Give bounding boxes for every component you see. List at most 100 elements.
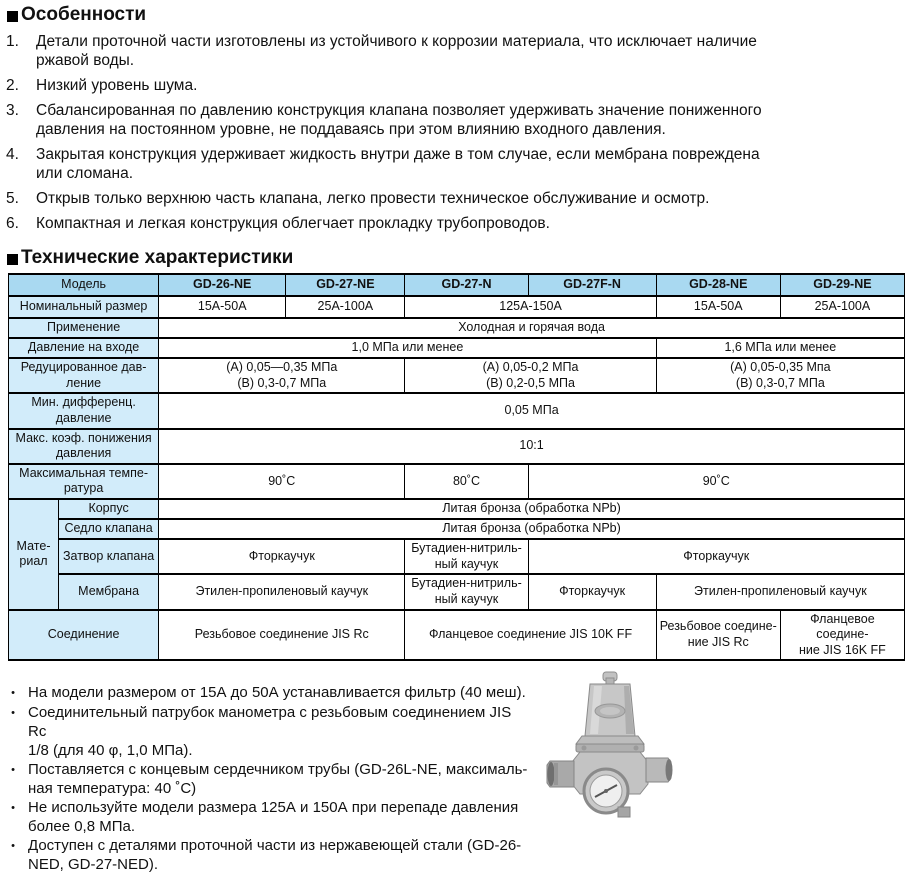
bullet-icon: • (11, 840, 15, 853)
cell-value: 25A-100A (285, 295, 406, 319)
cell-value: 1,6 МПа или менее (655, 337, 906, 359)
cell-value: Резьбовое соедине- ние JIS Rc (655, 608, 781, 662)
list-item-text: Закрытая конструкция удерживает жидкость… (36, 146, 760, 182)
table-row-min-differential: Мин. дифференц. давление 0,05 МПа (7, 392, 905, 430)
list-item: 2. Низкий уровень шума. (6, 76, 906, 95)
table-row-material-disc: Затвор клапана Фторкаучук Бутадиен-нитри… (9, 537, 906, 576)
row-label: Максимальная темпе- ратура (7, 462, 160, 501)
cell-value: Фланцевое соединение JIS 10K FF (404, 608, 657, 662)
row-label: Давление на входе (7, 337, 160, 359)
cell-value: 15A-50A (158, 295, 287, 319)
valve-bottom-plug (617, 806, 631, 818)
cell-value: 10:1 (158, 427, 905, 465)
list-item-number: 1. (6, 33, 19, 50)
row-label: Макс. коэф. понижения давления (7, 427, 160, 465)
cell-value: 125A-150A (404, 295, 657, 319)
row-label-model: Модель (7, 273, 160, 297)
note-text: Не используйте модели размера 125А и 150… (28, 799, 519, 836)
list-item: 6. Компактная и легкая конструкция облег… (6, 214, 906, 233)
model-name: GD-28-NE (655, 273, 781, 297)
row-label: Соединение (7, 608, 160, 662)
specs-section-heading: Технические характеристики (6, 247, 906, 269)
table-row-nominal-size: Номинальный размер 15A-50A 25A-100A 125A… (7, 295, 906, 319)
list-item-number: 4. (6, 146, 19, 163)
list-item: 4. Закрытая конструкция удерживает жидко… (6, 145, 906, 183)
table-row-inlet-pressure: Давление на входе 1,0 МПа или менее 1,6 … (7, 337, 906, 359)
features-list: 1. Детали проточной части изготовлены из… (6, 32, 906, 233)
cell-value: Бутадиен-нитриль- ный каучук (404, 573, 529, 611)
table-row-application: Применение Холодная и горячая вода (7, 317, 905, 339)
list-item-text: Низкий уровень шума. (36, 77, 198, 94)
features-section-heading: Особенности (6, 4, 906, 26)
row-label: Мин. дифференц. давление (7, 392, 160, 430)
cell-value: Холодная и горячая вода (158, 317, 905, 339)
bullet-icon: • (11, 764, 15, 777)
list-item-number: 2. (6, 77, 19, 94)
list-item-text: Сбалансированная по давлению конструкция… (36, 102, 762, 138)
cell-value: Этилен-пропиленовый каучук (158, 573, 406, 611)
table-row-material-diaphragm: Мембрана Этилен-пропиленовый каучук Бута… (9, 573, 906, 611)
valve-flange (575, 735, 645, 745)
row-label: Мембрана (58, 573, 160, 611)
note-item: • Не используйте модели размера 125А и 1… (6, 798, 531, 836)
table-row-header: Модель GD-26-NE GD-27-NE GD-27-N GD-27F-… (7, 273, 906, 297)
section-bullet-icon (7, 254, 18, 265)
table-row-material-seat: Седло клапана Литая бронза (обработка NP… (9, 518, 905, 540)
model-name: GD-27-N (404, 273, 529, 297)
cell-value: 90˚C (158, 462, 406, 501)
cell-value: 90˚C (527, 462, 906, 501)
cell-value: Фланцевое соедине- ние JIS 16K FF (779, 608, 906, 662)
pressure-reducing-valve-photo (546, 671, 676, 826)
cell-value: 15A-50A (655, 295, 781, 319)
row-label: Редуцированное дав- ление (7, 356, 160, 395)
model-name: GD-29-NE (779, 273, 906, 297)
features-title: Особенности (21, 4, 147, 25)
cell-value: 80˚C (404, 462, 529, 501)
note-text: Соединительный патрубок манометра с резь… (28, 704, 512, 760)
cell-value: (A) 0,05-0,2 МПа (B) 0,2-0,5 МПа (404, 356, 657, 395)
row-group-label-material: Мате- риал (7, 498, 60, 611)
table-row-connection: Соединение Резьбовое соединение JIS Rc Ф… (7, 608, 906, 662)
note-text: Доступен с деталями проточной части из н… (28, 837, 522, 874)
footer-notes-section: • На модели размером от 15А до 50А устан… (6, 671, 906, 874)
table-row-max-temperature: Максимальная темпе- ратура 90˚C 80˚C 90˚… (7, 462, 906, 501)
list-item-text: Открыв только верхнюю часть клапана, лег… (36, 190, 710, 207)
cell-value: 25A-100A (779, 295, 906, 319)
list-item-text: Детали проточной части изготовлены из ус… (36, 33, 757, 69)
list-item: 3. Сбалансированная по давлению конструк… (6, 101, 906, 139)
cell-value: (A) 0,05-0,35 Мпа (B) 0,3-0,7 МПа (655, 356, 906, 395)
model-name: GD-27F-N (527, 273, 657, 297)
table-row-reduced-pressure: Редуцированное дав- ление (A) 0,05—0,35 … (7, 356, 906, 395)
bullet-icon: • (11, 707, 15, 720)
cell-value: 1,0 МПа или менее (158, 337, 657, 359)
cell-value: Фторкаучук (527, 537, 906, 576)
list-item-number: 6. (6, 215, 19, 232)
bullet-icon: • (11, 802, 15, 815)
notes-list: • На модели размером от 15А до 50А устан… (6, 683, 531, 874)
list-item: 5. Открыв только верхнюю часть клапана, … (6, 189, 906, 208)
row-label: Номинальный размер (7, 295, 160, 319)
cell-value: Литая бронза (обработка NPb) (158, 498, 905, 520)
section-bullet-icon (7, 11, 18, 22)
cell-value: Литая бронза (обработка NPb) (158, 518, 905, 540)
row-label: Затвор клапана (58, 537, 160, 576)
list-item-number: 5. (6, 190, 19, 207)
note-item: • На модели размером от 15А до 50А устан… (6, 683, 531, 703)
table-row-material-body: Мате- риал Корпус Литая бронза (обработк… (7, 498, 905, 611)
model-name: GD-27-NE (285, 273, 406, 297)
cell-value: Фторкаучук (527, 573, 657, 611)
cell-value: Этилен-пропиленовый каучук (655, 573, 906, 611)
row-label: Корпус (58, 498, 160, 520)
specs-title: Технические характеристики (21, 247, 294, 268)
cell-value: Резьбовое соединение JIS Rc (158, 608, 406, 662)
list-item-number: 3. (6, 102, 19, 119)
cell-value: Бутадиен-нитриль- ный каучук (404, 537, 529, 576)
cell-value: Фторкаучук (158, 537, 406, 576)
row-label: Применение (7, 317, 160, 339)
cell-value: (A) 0,05—0,35 МПа (B) 0,3-0,7 МПа (158, 356, 406, 395)
note-text: На модели размером от 15А до 50А устанав… (28, 684, 526, 702)
row-label: Седло клапана (58, 518, 160, 540)
specs-table: Модель GD-26-NE GD-27-NE GD-27-N GD-27F-… (7, 273, 906, 662)
model-name: GD-26-NE (158, 273, 287, 297)
